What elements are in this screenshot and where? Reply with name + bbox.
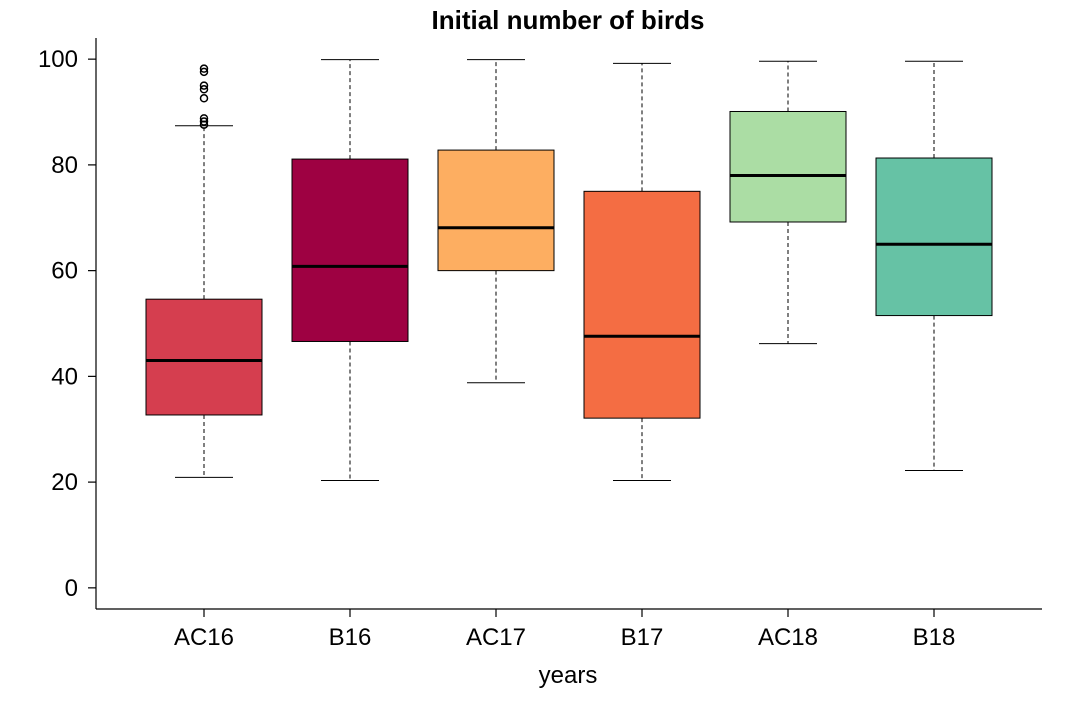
x-tick-label: B18: [913, 624, 956, 651]
x-tick-label: B16: [329, 624, 372, 651]
x-tick-label: B17: [621, 624, 664, 651]
chart-title: Initial number of birds: [431, 5, 704, 35]
box-B18: [875, 60, 993, 471]
box-B17: [583, 62, 701, 482]
box-AC17: [437, 59, 555, 384]
outlier-point: [199, 85, 209, 94]
outlier-point: [199, 64, 209, 73]
y-tick-label: 60: [51, 258, 78, 285]
outlier-point: [199, 81, 209, 90]
y-tick-label: 80: [51, 152, 78, 179]
box-iqr: [437, 149, 555, 272]
outlier-point: [199, 117, 209, 126]
x-tick-label: AC17: [466, 624, 526, 651]
y-tick-label: 100: [38, 46, 78, 73]
x-axis-label: years: [539, 662, 598, 689]
box-iqr: [291, 158, 409, 342]
outlier-point: [199, 67, 209, 77]
box-iqr: [583, 190, 701, 419]
boxes: [145, 59, 993, 482]
box-AC18: [729, 60, 847, 345]
box-B16: [291, 59, 409, 482]
axes: 0 20 40 60 80 100 AC16 B16 AC17 B17 AC18 B18: [38, 38, 1042, 651]
box-AC16: [145, 64, 263, 478]
outlier-point: [199, 114, 209, 123]
y-tick-label: 40: [51, 363, 78, 390]
x-tick-label: AC16: [174, 624, 234, 651]
x-tick-label: AC18: [758, 624, 818, 651]
box-iqr: [875, 157, 993, 317]
y-tick-label: 0: [65, 575, 78, 602]
box-iqr: [145, 298, 263, 416]
outlier-point: [199, 94, 209, 103]
y-tick-label: 20: [51, 469, 78, 496]
box-iqr: [729, 110, 847, 223]
